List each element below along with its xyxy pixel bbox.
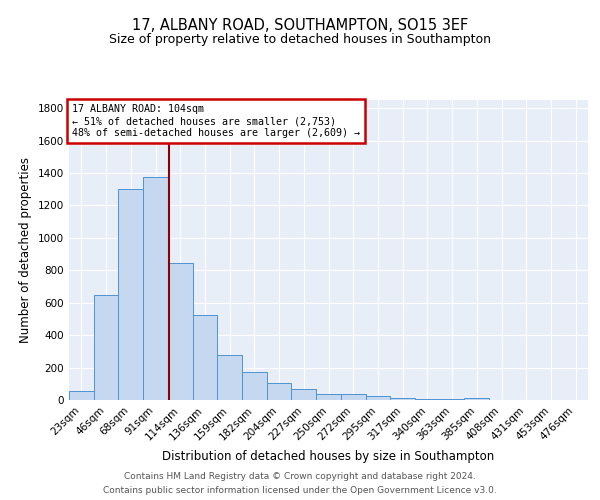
Text: Contains HM Land Registry data © Crown copyright and database right 2024.: Contains HM Land Registry data © Crown c… [124, 472, 476, 481]
Text: Contains public sector information licensed under the Open Government Licence v3: Contains public sector information licen… [103, 486, 497, 495]
Bar [94, 296, 118, 400]
Bar [440, 399, 464, 400]
Text: 17 ALBANY ROAD: 104sqm
← 51% of detached houses are smaller (2,753)
48% of semi-: 17 ALBANY ROAD: 104sqm ← 51% of detached… [71, 104, 359, 138]
Bar [118, 189, 143, 400]
Bar [292, 390, 316, 400]
Text: 17, ALBANY ROAD, SOUTHAMPTON, SO15 3EF: 17, ALBANY ROAD, SOUTHAMPTON, SO15 3EF [132, 18, 468, 32]
Bar [143, 177, 168, 400]
Bar [464, 398, 489, 400]
Bar [242, 372, 267, 400]
Bar [69, 391, 94, 400]
X-axis label: Distribution of detached houses by size in Southampton: Distribution of detached houses by size … [163, 450, 494, 463]
Bar [217, 356, 242, 400]
Bar [390, 398, 415, 400]
Bar [193, 315, 217, 400]
Bar [168, 263, 193, 400]
Bar [267, 383, 292, 400]
Bar [341, 394, 365, 400]
Y-axis label: Number of detached properties: Number of detached properties [19, 157, 32, 343]
Bar [316, 394, 341, 400]
Text: Size of property relative to detached houses in Southampton: Size of property relative to detached ho… [109, 32, 491, 46]
Bar [365, 396, 390, 400]
Bar [415, 399, 440, 400]
